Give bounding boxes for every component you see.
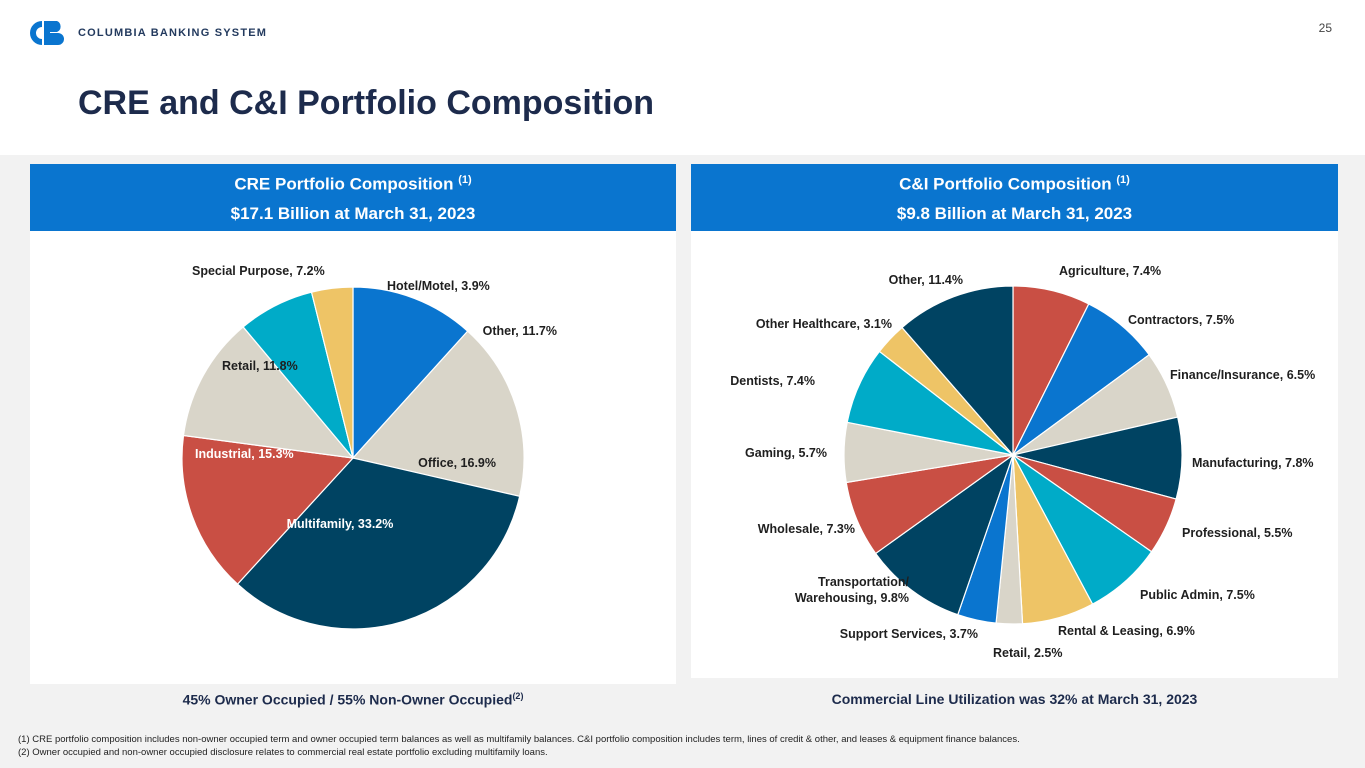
- ci-label-public-admin: Public Admin, 7.5%: [1140, 588, 1255, 602]
- columbia-logo-icon: [30, 21, 64, 45]
- ci-panel-body: Agriculture, 7.4% Contractors, 7.5% Financ…: [691, 231, 1338, 678]
- cre-panel-header: CRE Portfolio Composition (1) $17.1 Bill…: [30, 164, 676, 231]
- ci-label-rental-leasing: Rental & Leasing, 6.9%: [1058, 624, 1195, 638]
- cre-label-special-purpose: Special Purpose, 7.2%: [192, 264, 325, 278]
- footnote-1: (1) CRE portfolio composition includes n…: [18, 734, 1020, 745]
- ci-label-other-healthcare: Other Healthcare, 3.1%: [756, 317, 892, 331]
- cre-slice-multifamily: [236, 457, 521, 630]
- cre-caption-text: 45% Owner Occupied / 55% Non-Owner Occup…: [182, 691, 513, 708]
- ci-label-contractors: Contractors, 7.5%: [1128, 313, 1234, 327]
- cre-panel-body: Other, 11.7% Office, 16.9% Multifamily, 33…: [30, 231, 676, 684]
- cre-slice-industrial: [181, 434, 355, 585]
- footnote-2: (2) Owner occupied and non-owner occupie…: [18, 747, 548, 758]
- cre-slice-retail: [182, 326, 355, 459]
- cre-pie-chart: Other, 11.7% Office, 16.9% Multifamily, 33…: [181, 264, 557, 630]
- ci-label-transportation-warehousing: Transportation/Warehousing, 9.8%: [795, 575, 910, 605]
- page-number: 25: [1318, 21, 1332, 35]
- ci-label-dentists: Dentists, 7.4%: [730, 374, 815, 388]
- cre-slice-hotel-motel: [310, 286, 354, 459]
- footnotes: (1) CRE portfolio composition includes n…: [18, 733, 1020, 759]
- ci-pie-chart: Agriculture, 7.4% Contractors, 7.5% Financ…: [730, 264, 1315, 660]
- ci-label-manufacturing: Manufacturing, 7.8%: [1192, 456, 1314, 470]
- ci-panel-header: C&I Portfolio Composition (1) $9.8 Billi…: [691, 164, 1338, 231]
- cre-header-subtitle: $17.1 Billion at March 31, 2023: [230, 204, 476, 223]
- ci-slice-transportation-warehousing: [874, 453, 1015, 616]
- cre-header-title: CRE Portfolio Composition: [234, 174, 454, 194]
- company-logo: COLUMBIA BANKING SYSTEM: [26, 18, 267, 48]
- page-title: CRE and C&I Portfolio Composition: [78, 84, 655, 122]
- cre-caption-note: (2): [512, 691, 524, 701]
- cre-label-hotel-motel: Hotel/Motel, 3.9%: [387, 279, 490, 293]
- ci-label-gaming: Gaming, 5.7%: [745, 446, 827, 460]
- ci-label-professional: Professional, 5.5%: [1182, 526, 1292, 540]
- cre-caption: 45% Owner Occupied / 55% Non-Owner Occup…: [30, 691, 676, 708]
- cre-header-note: (1): [458, 174, 472, 186]
- ci-label-finance-insurance: Finance/Insurance, 6.5%: [1170, 368, 1315, 382]
- cre-label-multifamily: Multifamily, 33.2%: [287, 517, 394, 531]
- cre-label-retail: Retail, 11.8%: [222, 359, 298, 373]
- cre-slice-other: [352, 286, 469, 460]
- ci-label-wholesale: Wholesale, 7.3%: [758, 522, 855, 536]
- ci-label-agriculture: Agriculture, 7.4%: [1059, 264, 1161, 278]
- ci-header-subtitle: $9.8 Billion at March 31, 2023: [896, 204, 1133, 223]
- ci-header-note: (1): [1116, 174, 1130, 186]
- cre-label-other: Other, 11.7%: [483, 324, 557, 338]
- ci-label-other: Other, 11.4%: [889, 273, 963, 287]
- cre-label-industrial: Industrial, 15.3%: [195, 447, 294, 461]
- ci-slice-other: [901, 285, 1014, 457]
- ci-header-title: C&I Portfolio Composition: [899, 174, 1112, 194]
- cre-label-office: Office, 16.9%: [418, 456, 496, 470]
- logo-text: COLUMBIA BANKING SYSTEM: [78, 27, 268, 39]
- cre-slice-office: [351, 330, 525, 498]
- ci-label-support-services: Support Services, 3.7%: [840, 627, 978, 641]
- ci-caption: Commercial Line Utilization was 32% at M…: [831, 691, 1198, 707]
- ci-label-retail: Retail, 2.5%: [993, 646, 1062, 660]
